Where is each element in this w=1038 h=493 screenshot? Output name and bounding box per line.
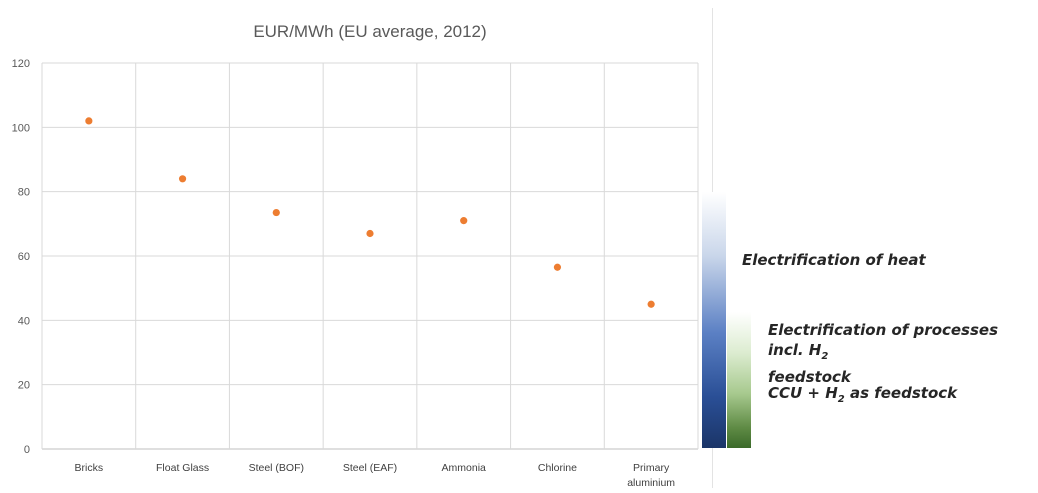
legend-processes-main: Electrification of processes incl. H [768,321,999,359]
data-point [460,217,468,225]
data-point [178,175,187,183]
y-tick-label: 60 [18,251,30,263]
legend-ccu-feedstock: CCU + H2 as feedstock [768,383,957,410]
data-point [272,208,280,217]
feedstock-gradient-bar [727,312,751,448]
y-tick-label: 40 [18,315,30,327]
x-category-label: Primary aluminium [627,462,675,489]
x-category-label: Bricks [75,462,104,474]
x-category-label: Ammonia [442,462,487,474]
x-axis-categories: Bricks Float Glass Steel (BOF) Steel (EAF) A… [75,462,676,489]
legend-ccu-tail: as feedstock [844,384,958,402]
chart-title: EUR/MWh (EU average, 2012) [253,22,486,41]
legend-ccu-subscript: 2 [837,394,845,405]
data-point [647,300,655,308]
legend-ccu-head: CCU + H [768,384,838,402]
x-category-label: Chlorine [538,462,577,474]
legend-electrification-heat: Electrification of heat [742,251,926,269]
data-point [85,117,93,125]
y-tick-label: 20 [18,380,30,392]
legend-electrification-processes: Electrification of processes incl. H2 fee… [768,320,1038,387]
data-point [366,229,374,238]
y-tick-label: 0 [24,444,30,456]
legend-processes-subscript: 2 [821,351,829,362]
x-category-label: Steel (EAF) [343,462,397,474]
electrification-gradient-bar [702,192,726,448]
x-category-label: Float Glass [156,462,209,474]
x-category-label: Steel (BOF) [249,462,304,474]
data-points [85,117,655,308]
chart: EUR/MWh (EU average, 2012) 0 20 40 60 80 100 1… [12,22,699,489]
y-tick-label: 80 [18,187,30,199]
y-tick-label: 100 [12,122,30,134]
y-tick-label: 120 [12,58,30,70]
legend-processes-tail: feedstock [768,368,851,386]
data-point [553,263,562,271]
grid [41,62,699,450]
y-axis-ticks: 0 20 40 60 80 100 120 [12,58,30,456]
